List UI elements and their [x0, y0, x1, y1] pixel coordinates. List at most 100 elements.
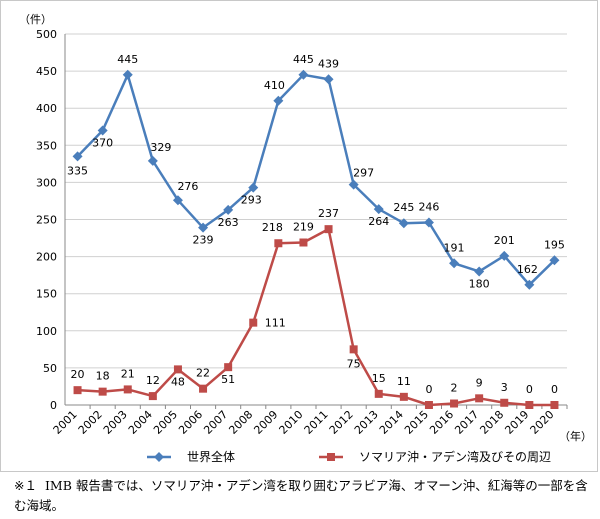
data-point-marker: [148, 392, 157, 401]
data-point-marker: [424, 401, 433, 409]
x-tick-label: 2005: [151, 408, 180, 437]
data-point-marker: [449, 258, 460, 269]
data-point-marker: [499, 250, 510, 261]
data-point-marker: [423, 217, 434, 228]
data-label: 445: [293, 53, 314, 66]
data-point-marker: [248, 182, 259, 193]
data-label: 162: [517, 263, 538, 276]
x-unit-label: （年）: [559, 429, 592, 443]
data-label: 370: [92, 136, 113, 149]
data-label: 246: [418, 200, 439, 213]
data-point-marker: [73, 386, 82, 395]
y-tick-label: 100: [36, 325, 57, 338]
y-tick-label: 300: [36, 176, 57, 189]
data-label: 218: [262, 221, 283, 234]
data-point-marker: [298, 69, 309, 80]
data-point-marker: [173, 365, 182, 374]
x-tick-label: 2016: [427, 408, 456, 437]
line-chart: 0501001502002503003504004505002001200220…: [19, 13, 592, 464]
data-point-marker: [98, 387, 107, 396]
data-label: 195: [544, 238, 565, 251]
data-label: 410: [264, 79, 285, 92]
data-label: 111: [265, 317, 286, 330]
data-point-marker: [323, 74, 334, 85]
data-label: 445: [117, 53, 138, 66]
x-tick-label: 2017: [452, 408, 481, 437]
data-point-marker: [223, 204, 234, 215]
data-point-marker: [550, 401, 559, 409]
footnote-text: IMB 報告書では、ソマリア沖・アデン湾を取り囲むアラビア海、オマーン沖、紅海等…: [14, 478, 588, 513]
data-point-marker: [274, 239, 283, 248]
data-label: 237: [318, 207, 339, 220]
data-label: 3: [501, 381, 508, 394]
data-label: 48: [171, 375, 185, 388]
data-label: 11: [397, 375, 411, 388]
data-label: 335: [67, 164, 88, 177]
data-label: 18: [96, 370, 110, 383]
x-tick-label: 2014: [377, 408, 406, 437]
series-line: [77, 227, 555, 407]
data-point-marker: [475, 394, 484, 403]
data-point-marker: [324, 225, 333, 234]
data-label: 0: [526, 383, 533, 396]
data-point-marker: [348, 179, 359, 190]
x-tick-label: 2012: [327, 408, 356, 437]
data-label: 264: [368, 215, 389, 228]
data-point-marker: [450, 399, 459, 408]
data-point-marker: [123, 385, 132, 394]
legend-label: 世界全体: [187, 449, 235, 464]
data-point-marker: [122, 69, 133, 80]
data-point-marker: [224, 363, 233, 372]
data-point-marker: [172, 195, 183, 206]
data-label: 219: [293, 221, 314, 234]
data-point-marker: [500, 398, 509, 407]
data-label: 0: [425, 383, 432, 396]
data-label: 2: [451, 382, 458, 395]
data-point-marker: [199, 384, 208, 393]
y-tick-label: 150: [36, 288, 57, 301]
footnote: ※１ IMB 報告書では、ソマリア沖・アデン湾を取り囲むアラビア海、オマーン沖、紅…: [14, 476, 594, 516]
data-label: 201: [494, 234, 515, 247]
x-tick-label: 2011: [302, 408, 331, 437]
data-label: 12: [146, 374, 160, 387]
footnote-mark: ※１: [14, 478, 37, 493]
data-label: 51: [221, 373, 235, 386]
y-unit-label: （件）: [19, 13, 52, 26]
y-tick-label: 50: [43, 362, 57, 375]
x-tick-label: 2006: [176, 408, 205, 437]
data-label: 15: [372, 372, 386, 385]
data-label: 245: [393, 201, 414, 214]
y-tick-label: 500: [36, 28, 57, 41]
data-point-marker: [474, 266, 485, 277]
data-label: 276: [177, 180, 198, 193]
x-tick-label: 2019: [502, 408, 531, 437]
data-point-marker: [249, 318, 258, 327]
data-label: 0: [551, 383, 558, 396]
x-tick-label: 2009: [251, 408, 280, 437]
data-label: 297: [353, 167, 374, 180]
data-label: 329: [150, 141, 171, 154]
y-tick-label: 450: [36, 65, 57, 78]
x-tick-label: 2007: [201, 408, 230, 437]
data-label: 239: [193, 234, 214, 247]
x-tick-label: 2015: [402, 408, 431, 437]
x-tick-label: 2003: [101, 408, 130, 437]
x-tick-label: 2020: [528, 408, 557, 437]
y-tick-label: 200: [36, 251, 57, 264]
y-tick-label: 0: [50, 399, 57, 412]
x-tick-label: 2002: [76, 408, 105, 437]
data-point-marker: [72, 151, 83, 162]
x-tick-label: 2013: [352, 408, 381, 437]
series-line: [76, 73, 556, 287]
data-label: 75: [347, 357, 361, 370]
y-tick-label: 350: [36, 139, 57, 152]
x-tick-label: 2018: [477, 408, 506, 437]
chart-frame: 0 50 100 150 200 250 300 350 400 450 500 2001 2002 20…: [0, 0, 598, 472]
x-tick-label: 2010: [277, 408, 306, 437]
data-label: 191: [444, 241, 465, 254]
legend-marker: [154, 452, 164, 462]
data-point-marker: [198, 222, 209, 233]
data-point-marker: [299, 238, 308, 247]
data-point-marker: [349, 345, 358, 354]
data-point-marker: [97, 125, 108, 136]
